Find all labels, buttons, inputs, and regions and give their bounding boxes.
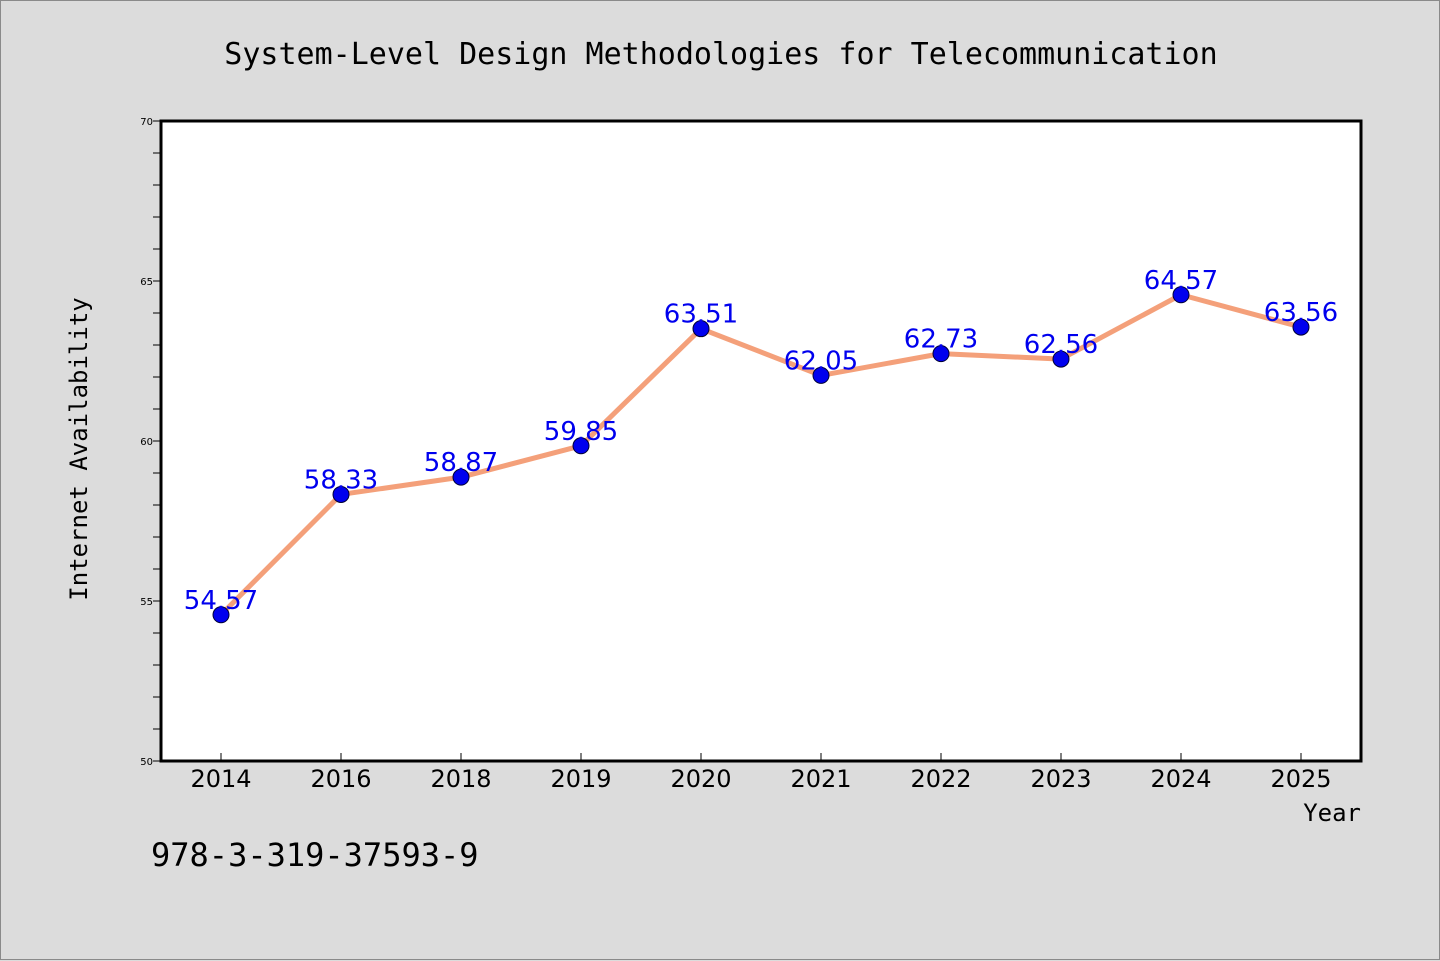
data-label: 59.85 bbox=[544, 417, 618, 447]
data-point bbox=[572, 437, 590, 455]
series-line bbox=[218, 292, 1304, 618]
x-tick-label: 2014 bbox=[190, 765, 251, 793]
x-tick-label: 2022 bbox=[910, 765, 971, 793]
y-tick-label: 55 bbox=[140, 597, 153, 608]
y-tick-label: 65 bbox=[140, 277, 153, 288]
data-point bbox=[1052, 350, 1070, 368]
x-axis-label: Year bbox=[1303, 799, 1361, 827]
x-tick-label: 2025 bbox=[1270, 765, 1331, 793]
x-tick-label: 2018 bbox=[430, 765, 491, 793]
x-tick-label: 2016 bbox=[310, 765, 371, 793]
data-point bbox=[212, 606, 230, 624]
data-label: 62.05 bbox=[784, 346, 858, 376]
x-tick-label: 2023 bbox=[1030, 765, 1091, 793]
data-point bbox=[1292, 318, 1310, 336]
data-point bbox=[692, 320, 710, 338]
data-labels: 54.57 58.33 58.87 59.85 63.51 62.05 62.73 62.56… bbox=[184, 266, 1338, 616]
x-tick-label: 2020 bbox=[670, 765, 731, 793]
data-label: 58.33 bbox=[304, 465, 378, 495]
y-axis: 50 55 60 65 70 bbox=[140, 117, 161, 768]
data-label: 64.57 bbox=[1144, 266, 1218, 296]
y-tick-label: 50 bbox=[140, 757, 153, 768]
x-tick-label: 2024 bbox=[1150, 765, 1211, 793]
data-point bbox=[452, 468, 470, 486]
x-axis: 2014 2016 2018 2019 2020 2021 2022 2023 2024 2025 bbox=[190, 753, 1332, 793]
x-tick-label: 2019 bbox=[550, 765, 611, 793]
data-point bbox=[932, 345, 950, 363]
data-label: 63.51 bbox=[664, 300, 738, 330]
y-tick-label: 70 bbox=[140, 117, 153, 128]
y-axis-label: Internet Availability bbox=[65, 297, 93, 600]
data-label: 62.73 bbox=[904, 325, 978, 355]
x-tick-label: 2021 bbox=[790, 765, 851, 793]
data-label: 62.56 bbox=[1024, 330, 1098, 360]
data-label: 58.87 bbox=[424, 448, 498, 478]
data-label: 63.56 bbox=[1264, 298, 1338, 328]
data-point bbox=[1172, 286, 1190, 304]
plot-area bbox=[159, 119, 1363, 763]
data-point bbox=[332, 485, 350, 503]
chart-title: System-Level Design Methodologies for Te… bbox=[224, 37, 1217, 72]
data-point bbox=[812, 366, 830, 384]
y-tick-label: 60 bbox=[140, 437, 153, 448]
footer-note: 978-3-319-37593-9 bbox=[151, 836, 479, 874]
series-layer bbox=[212, 286, 1310, 624]
data-label: 54.57 bbox=[184, 586, 258, 616]
